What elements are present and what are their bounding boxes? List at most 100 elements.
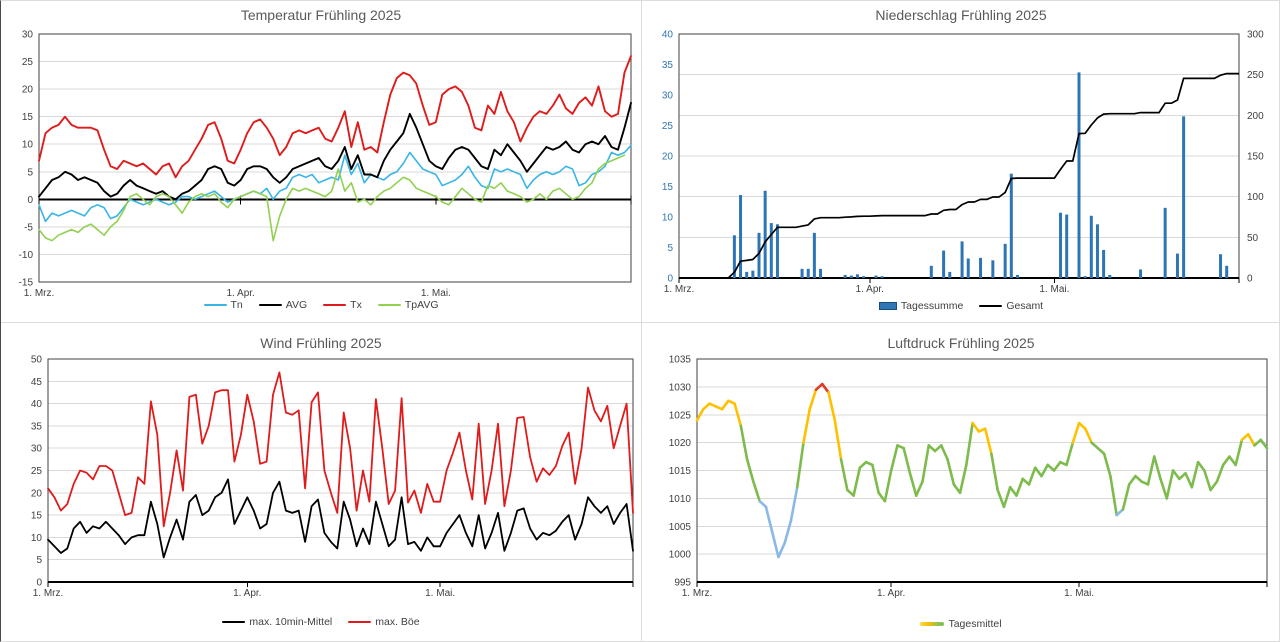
svg-text:5: 5 [667,243,673,254]
svg-text:1020: 1020 [669,438,692,449]
svg-text:20: 20 [662,152,674,163]
svg-text:1015: 1015 [669,466,692,477]
series-tn [38,144,632,223]
legend-item-max-10min-mittel: max. 10min-Mittel [222,616,332,628]
temperature-plot: 30 25 20 15 10 5 0 -5 -10 -151. Mrz. 1. Apr. 1. Mai… [19,30,632,299]
x-axis [47,581,634,587]
svg-text:50: 50 [1247,233,1259,244]
wind-chart-title: Wind Frühling 2025 [260,335,382,351]
svg-text:0: 0 [27,195,33,206]
x-axis [696,581,1268,587]
svg-text:1025: 1025 [669,410,692,421]
svg-text:995: 995 [674,578,691,589]
svg-text:50: 50 [31,355,43,366]
svg-text:-10: -10 [19,250,34,261]
legend-item-avg: AVG [258,299,308,311]
legend-item-tagesmittel: Tagesmittel [920,618,1002,630]
svg-text:1. Mrz.: 1. Mrz. [24,288,55,299]
svg-text:250: 250 [1247,70,1264,81]
y2-axis-labels: 300 250 200 150 100 50 0 [1247,30,1264,285]
svg-text:45: 45 [31,377,43,388]
legend-swatch-line [377,303,401,307]
legend-label: TpAVG [404,299,439,311]
legend-item-tagessumme: Tagessumme [878,300,964,312]
svg-text:1005: 1005 [669,522,692,533]
legend-swatch-line [203,303,227,307]
series-tx [38,55,632,179]
svg-text:10: 10 [22,140,34,151]
svg-text:15: 15 [22,112,34,123]
legend-label: Tagessumme [900,300,964,312]
svg-text:10: 10 [662,213,674,224]
legend-swatch-gradient [920,622,945,626]
svg-text:1. Mai.: 1. Mai. [425,588,455,599]
legend-label: AVG [285,299,308,311]
series-tpavg [38,154,626,242]
svg-text:150: 150 [1247,152,1264,163]
svg-text:30: 30 [31,444,43,455]
legend-label: max. 10min-Mittel [249,616,333,628]
svg-text:300: 300 [1247,30,1264,41]
temperature-chart-title: Temperatur Frühling 2025 [240,7,402,23]
gridlines [679,33,1239,279]
precipitation-chart-panel: Niederschlag Frühling 2025 40 35 30 25 20 15 1… [641,1,1279,322]
legend-label: max. Böe [375,616,420,628]
svg-text:1010: 1010 [669,494,692,505]
wind-legend: max. 10min-Mittel max. Böe [1,616,641,628]
y-axis-labels: 30 25 20 15 10 5 0 -5 -10 -15 [19,30,34,289]
svg-text:0: 0 [36,578,42,589]
svg-text:15: 15 [31,511,43,522]
temperature-chart-panel: Temperatur Frühling 2025 30 25 20 15 10 5 0 -5 -… [1,1,641,322]
x-axis-labels: 1. Mrz. 1. Apr. 1. Mai. [664,284,1070,295]
precipitation-legend: Tagessumme Gesamt [641,300,1279,312]
series-avg [38,101,632,201]
svg-text:1. Mai.: 1. Mai. [1039,284,1069,295]
svg-text:1. Mai.: 1. Mai. [1064,588,1094,599]
svg-text:25: 25 [662,121,674,132]
svg-text:40: 40 [662,30,674,41]
legend-swatch-line [323,303,347,307]
series-max-10min-mittel [47,478,634,559]
svg-text:5: 5 [36,555,42,566]
pressure-chart-title: Luftdruck Frühling 2025 [887,335,1035,351]
y-axis-labels: 40 35 30 25 20 15 10 5 0 [662,30,674,285]
temperature-legend: Tn AVG Tx TpAVG [1,299,641,311]
svg-text:35: 35 [662,60,674,71]
legend-item-max-b-e: max. Böe [348,616,420,628]
x-axis-labels: 1. Mrz. 1. Apr. 1. Mai. [24,288,451,299]
y-axis-labels: 1035 1030 1025 1020 1015 1010 1005 1000 995 [669,355,692,589]
svg-text:40: 40 [31,399,43,410]
x-axis-labels: 1. Mrz. 1. Apr. 1. Mai. [33,588,455,599]
svg-text:1. Apr.: 1. Apr. [233,588,261,599]
series-tagesmittel [695,382,1269,559]
x-axis [678,277,1240,283]
svg-text:30: 30 [22,30,34,41]
svg-text:35: 35 [31,421,43,432]
panel-divider-horizontal [1,322,1279,323]
legend-label: Tagesmittel [948,618,1002,630]
svg-text:-15: -15 [19,278,34,289]
svg-text:-5: -5 [24,222,33,233]
svg-text:20: 20 [31,488,43,499]
svg-text:1. Apr.: 1. Apr. [856,284,884,295]
legend-swatch-line [348,620,372,624]
panel-divider-vertical [641,1,642,641]
legend-swatch-bar [878,302,897,310]
svg-text:1. Mrz.: 1. Mrz. [33,588,64,599]
svg-text:0: 0 [667,274,673,285]
x-axis-labels: 1. Mrz. 1. Apr. 1. Mai. [682,588,1094,599]
svg-text:15: 15 [662,182,674,193]
gridlines [39,33,631,283]
legend-item-tn: Tn [203,299,243,311]
svg-text:1. Mrz.: 1. Mrz. [664,284,695,295]
pressure-chart-panel: Luftdruck Frühling 2025 1035 1030 1025 1020… [641,322,1279,641]
legend-label: Tx [350,299,362,311]
svg-text:25: 25 [22,57,34,68]
svg-text:30: 30 [662,91,674,102]
legend-label: Tn [230,299,243,311]
svg-text:1. Mrz.: 1. Mrz. [682,588,713,599]
